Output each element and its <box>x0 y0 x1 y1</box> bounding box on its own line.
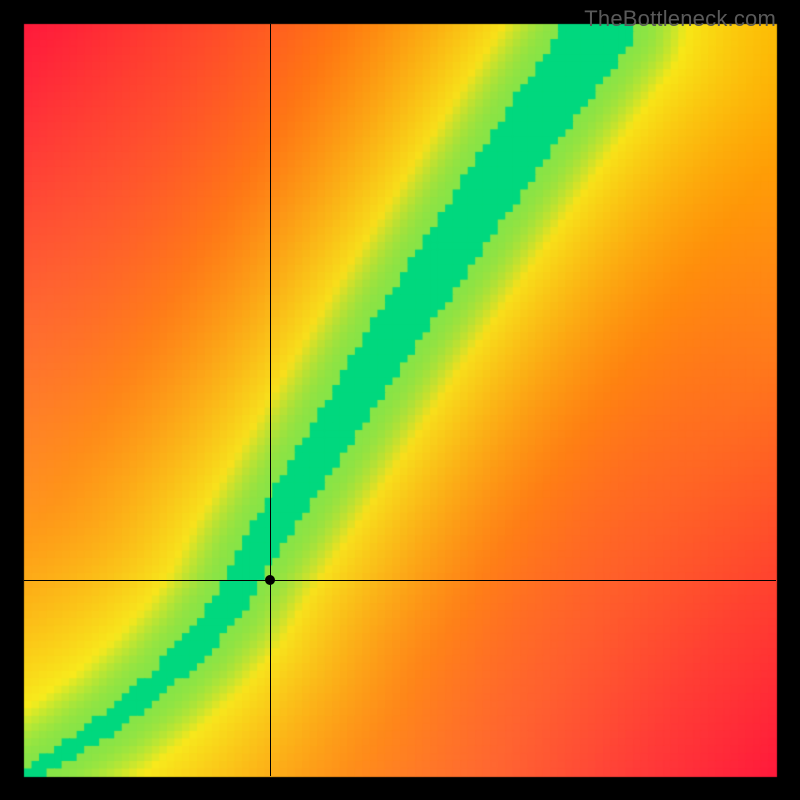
bottleneck-heatmap <box>0 0 800 800</box>
watermark-text: TheBottleneck.com <box>584 6 776 32</box>
crosshair-vertical <box>270 24 271 776</box>
crosshair-horizontal <box>24 580 776 581</box>
chart-container: TheBottleneck.com <box>0 0 800 800</box>
marker-dot <box>265 575 275 585</box>
